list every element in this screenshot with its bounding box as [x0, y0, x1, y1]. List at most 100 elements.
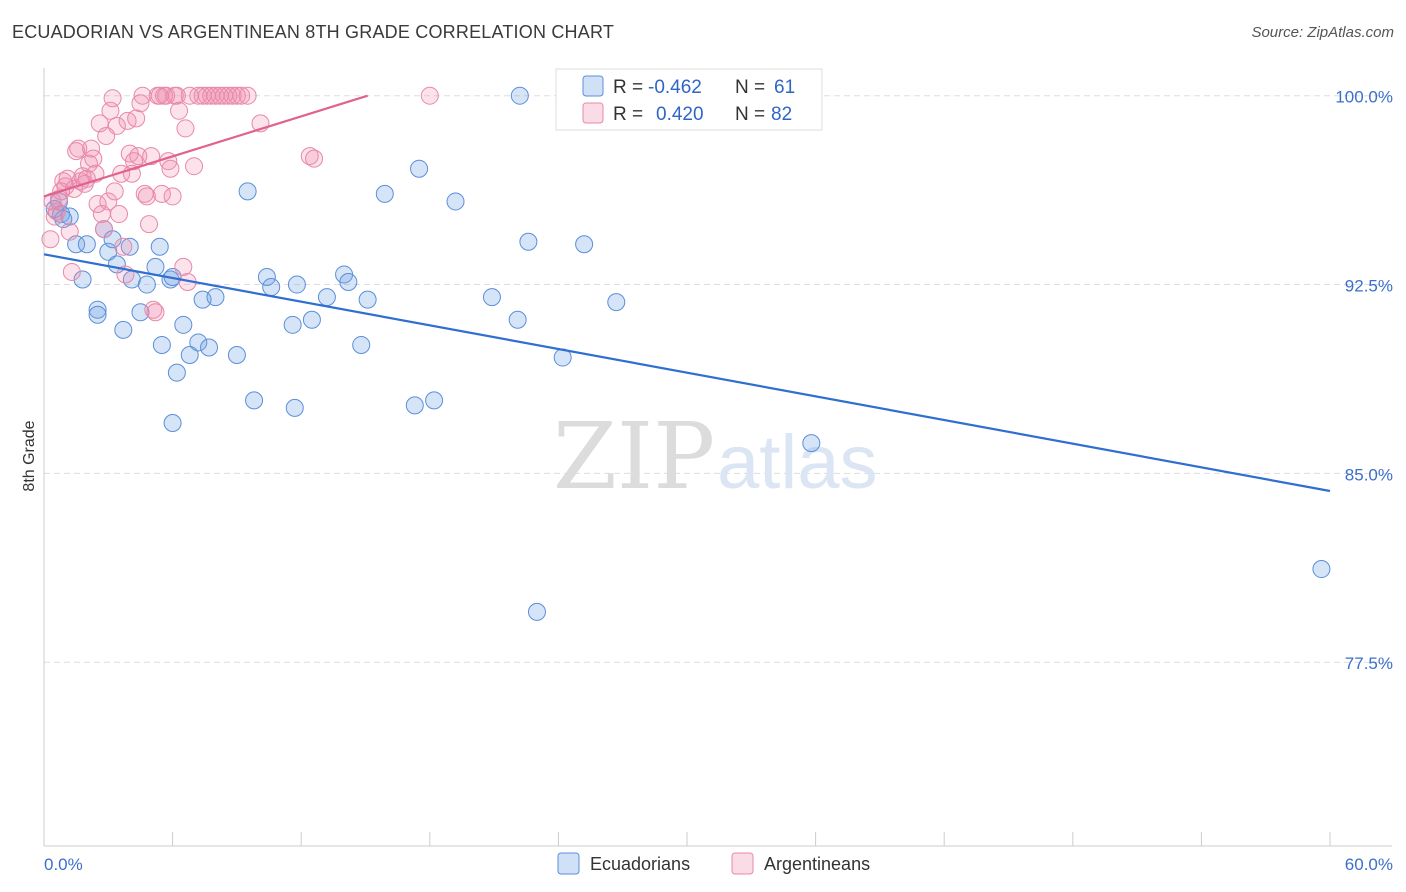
point-ecuadorian — [317, 288, 336, 307]
point-argentinean — [185, 157, 204, 176]
point-argentinean — [41, 230, 60, 249]
point-argentinean — [170, 101, 189, 120]
bottom-legend-argentineans: Argentineans — [764, 854, 870, 874]
point-argentinean — [167, 86, 186, 105]
x-ticks — [43, 832, 1331, 846]
point-argentinean — [103, 89, 122, 108]
axes — [43, 68, 1392, 847]
point-argentinean — [420, 86, 439, 105]
point-ecuadorian — [510, 86, 529, 105]
legend-swatch-ecuadorians — [582, 75, 604, 97]
point-ecuadorian — [410, 159, 429, 178]
point-argentinean — [227, 86, 246, 105]
point-argentinean — [84, 149, 103, 168]
point-ecuadorian — [120, 237, 139, 256]
point-argentinean — [88, 194, 107, 213]
point-ecuadorian — [405, 396, 424, 415]
legend-box: R = -0.462 N = 61 R = 0.420 N = 82 — [555, 68, 823, 131]
legend-r-label: R = — [613, 77, 643, 98]
y-tick-label: 77.5% — [1345, 654, 1393, 673]
point-ecuadorian — [358, 290, 377, 309]
point-ecuadorian — [73, 270, 92, 289]
point-argentinean — [60, 222, 79, 241]
point-argentinean — [137, 187, 156, 206]
point-argentinean — [238, 86, 257, 105]
legend-n-label: N = — [735, 104, 765, 125]
point-argentinean — [174, 257, 193, 276]
point-ecuadorian — [339, 273, 358, 292]
point-argentinean — [305, 149, 324, 168]
point-ecuadorian — [163, 414, 182, 433]
point-argentinean — [67, 142, 86, 161]
point-ecuadorian — [482, 288, 501, 307]
point-ecuadorian — [257, 267, 276, 286]
y-tick-labels: 77.5% 85.0% 92.5% 100.0% — [1335, 88, 1393, 674]
chart-title: ECUADORIAN VS ARGENTINEAN 8TH GRADE CORR… — [12, 22, 615, 42]
point-argentinean — [62, 262, 81, 281]
point-ecuadorian — [137, 275, 156, 294]
point-ecuadorian — [375, 184, 394, 203]
point-ecuadorian — [245, 391, 264, 410]
legend-n-value: 82 — [771, 104, 792, 125]
point-ecuadorian — [180, 346, 199, 365]
point-argentinean — [77, 169, 96, 188]
point-ecuadorian — [77, 235, 96, 254]
series-argentineans — [41, 86, 439, 322]
bottom-legend-swatch-argentineans — [731, 852, 754, 875]
point-argentinean — [127, 109, 146, 128]
x-tick-label: 0.0% — [44, 855, 83, 874]
point-argentinean — [161, 159, 180, 178]
point-argentinean — [110, 205, 129, 224]
point-argentinean — [105, 182, 124, 201]
bottom-legend-swatch-ecuadorians — [557, 852, 580, 875]
point-ecuadorian — [508, 310, 527, 329]
point-argentinean — [163, 187, 182, 206]
point-ecuadorian — [607, 293, 626, 312]
point-ecuadorian — [174, 315, 193, 334]
grid-lines — [44, 95, 1392, 663]
point-ecuadorian — [167, 363, 186, 382]
trend-line-argentineans — [43, 94, 368, 198]
source-label: Source: ZipAtlas.com — [1251, 24, 1394, 41]
point-ecuadorian — [150, 237, 169, 256]
y-tick-label: 92.5% — [1345, 277, 1393, 296]
legend-r-value: 0.420 — [656, 104, 704, 125]
watermark: ZIP atlas — [553, 403, 878, 510]
point-ecuadorian — [238, 182, 257, 201]
point-argentinean — [144, 300, 163, 319]
point-ecuadorian — [206, 288, 225, 307]
x-tick-labels: 0.0% 60.0% — [44, 855, 1393, 874]
point-ecuadorian — [287, 275, 306, 294]
point-argentinean — [69, 139, 88, 158]
legend-r-value: -0.462 — [648, 77, 702, 98]
point-argentinean — [129, 147, 148, 166]
point-ecuadorian — [527, 602, 546, 621]
point-ecuadorian — [283, 315, 302, 334]
point-ecuadorian — [88, 305, 107, 324]
point-ecuadorian — [189, 333, 208, 352]
point-argentinean — [152, 184, 171, 203]
point-argentinean — [112, 164, 131, 183]
point-ecuadorian — [285, 398, 304, 417]
watermark-zip: ZIP — [553, 403, 715, 510]
point-argentinean — [142, 147, 161, 166]
point-ecuadorian — [88, 300, 107, 319]
point-argentinean — [95, 220, 114, 239]
point-argentinean — [176, 119, 195, 138]
legend-n-label: N = — [735, 77, 765, 98]
legend-swatch-argentineans — [582, 102, 604, 124]
point-ecuadorian — [802, 434, 821, 453]
point-ecuadorian — [1312, 560, 1331, 579]
point-ecuadorian — [302, 310, 321, 329]
point-argentinean — [146, 303, 165, 322]
trend-line-ecuadorians — [43, 253, 1331, 493]
point-ecuadorian — [114, 320, 133, 339]
point-argentinean — [232, 86, 251, 105]
legend-n-value: 61 — [774, 77, 795, 98]
point-ecuadorian — [519, 232, 538, 251]
x-tick-label: 60.0% — [1345, 855, 1393, 874]
point-ecuadorian — [575, 235, 594, 254]
point-ecuadorian — [152, 335, 171, 354]
point-argentinean — [99, 192, 118, 211]
